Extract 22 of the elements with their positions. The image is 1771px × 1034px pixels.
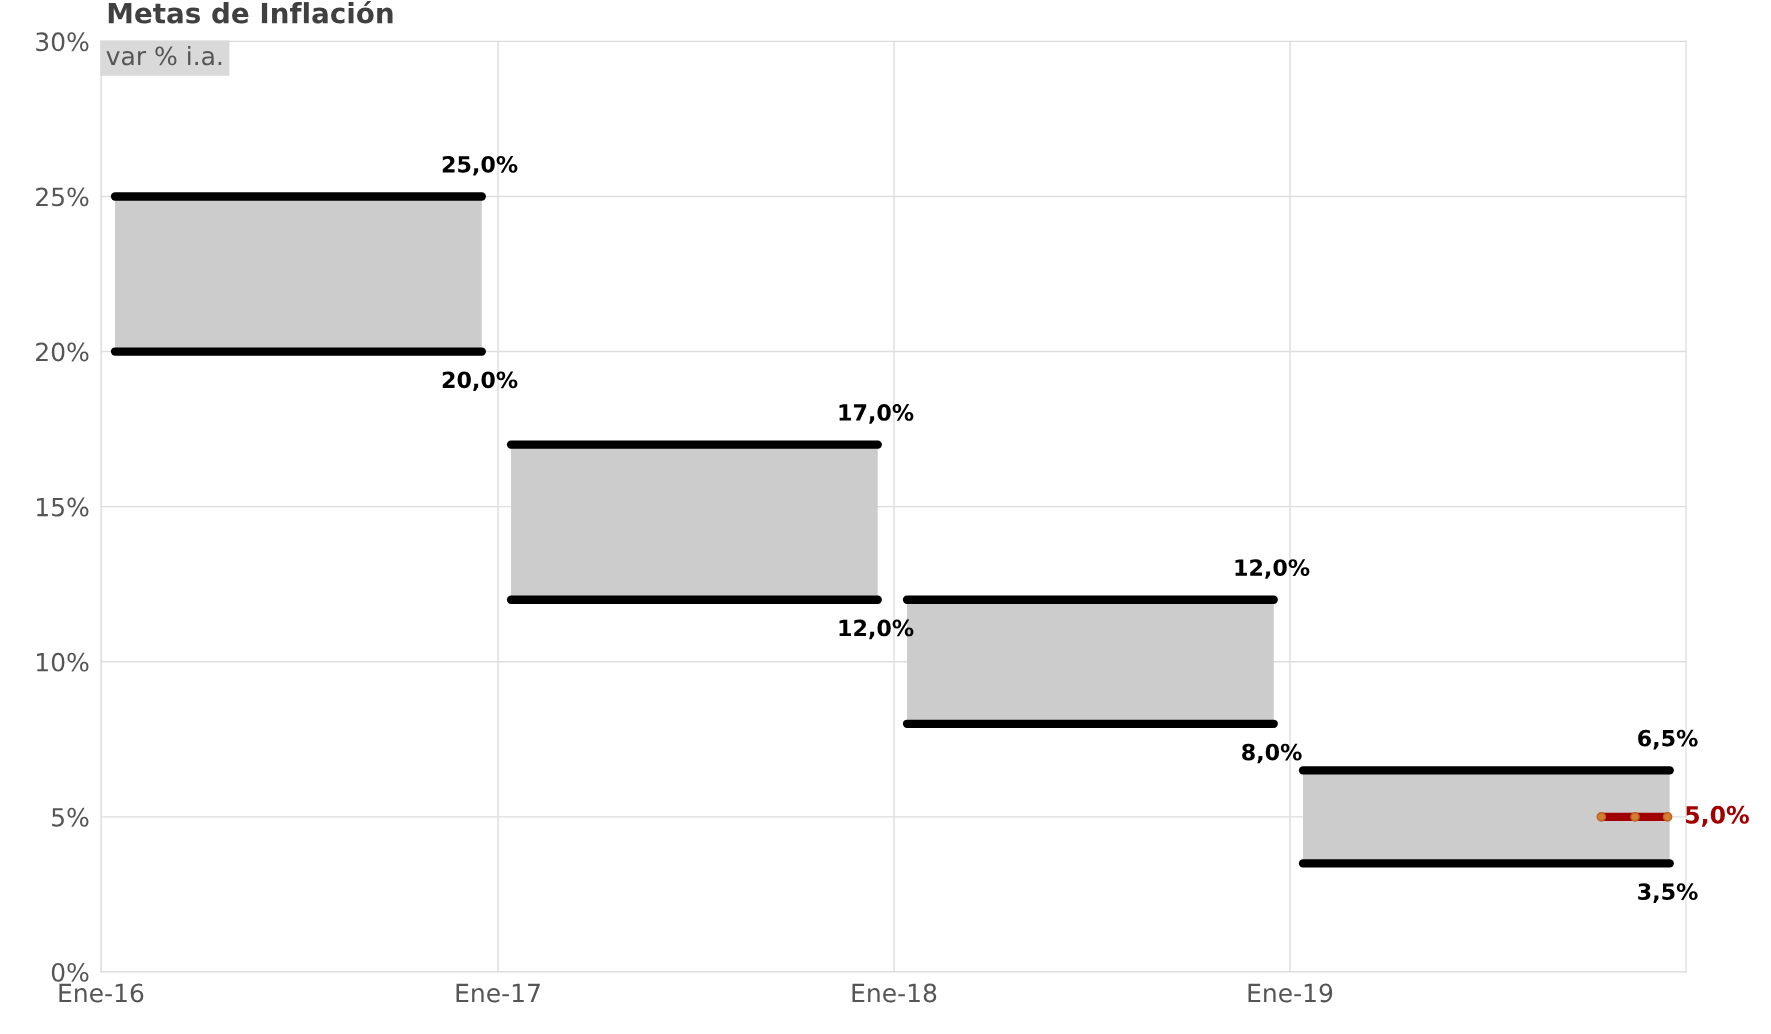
- x-tick-label: Ene-16: [59, 983, 144, 1003]
- x-tick-label: Ene-18: [852, 983, 937, 1003]
- annotation: 25,0%: [442, 155, 518, 176]
- annotation: 12,0%: [1235, 559, 1310, 579]
- annotation: 12,0%: [839, 619, 914, 640]
- y-tick-label: 10%: [37, 652, 89, 672]
- y-tick-label: 30%: [36, 32, 89, 52]
- y-tick-label: 15%: [37, 497, 89, 517]
- y-tick-label: 5%: [52, 807, 89, 827]
- annotation: 6,5%: [1638, 729, 1698, 750]
- chart-title: Metas de Inflación: [108, 0, 393, 24]
- series-label: 5,0%: [1686, 805, 1749, 827]
- annotation: 8,0%: [1242, 743, 1302, 764]
- y-tick-label: 0%: [51, 962, 89, 982]
- y-tick-label: 25%: [36, 187, 89, 207]
- x-tick-label: Ene-17: [456, 983, 540, 1003]
- x-tick-label: Ene-19: [1248, 983, 1333, 1003]
- annotation: 20,0%: [442, 371, 518, 392]
- y-axis-title: var % i.a.: [106, 46, 222, 66]
- y-tick-label: 20%: [36, 342, 89, 362]
- annotation: 3,5%: [1638, 883, 1698, 903]
- annotation: 17,0%: [839, 404, 914, 424]
